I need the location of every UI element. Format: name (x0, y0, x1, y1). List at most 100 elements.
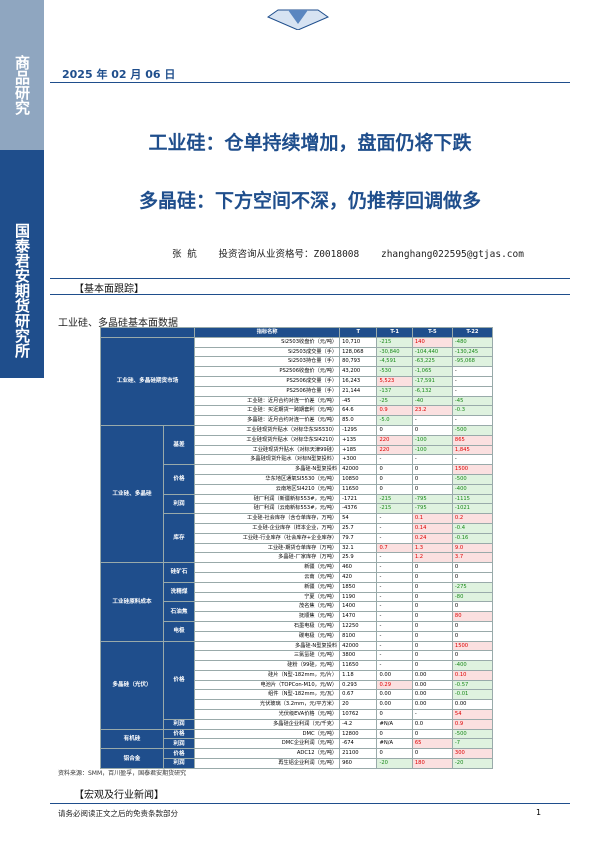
value-cell: 0 (451, 601, 494, 613)
table-row: 洗精煤 新疆（元/吨） 1850-0 -275 (101, 581, 494, 603)
value-cell: - (376, 581, 413, 593)
value-cell: 21,144 (339, 385, 378, 397)
divider (50, 278, 570, 279)
value-cell: 0 (411, 571, 453, 583)
value-cell: 0.293 (339, 679, 378, 691)
value-cell: - (376, 454, 413, 466)
value-cell: 0 (451, 562, 494, 573)
value-cell: -215 (376, 336, 413, 348)
indicator-name: 工业硅现货升贴水（对标天津99硅） (194, 444, 341, 456)
value-cell: - (376, 630, 413, 642)
indicator-name: 三氯氢硅（元/吨） (194, 650, 341, 662)
subgroup-label: 硅矿石 (162, 562, 196, 583)
value-cell: 960 (339, 758, 378, 769)
value-cell: 0 (411, 581, 453, 593)
value-cell: - (376, 640, 413, 652)
indicator-name: ADC12（元/吨） (194, 748, 341, 760)
value-cell: -500 (451, 424, 494, 436)
value-cell: 0.9 (376, 405, 413, 417)
value-cell: 1190 (339, 591, 378, 603)
value-cell: - (376, 591, 413, 603)
value-cell: 1470 (339, 611, 378, 622)
value-cell: 16,243 (339, 375, 378, 387)
indicator-name: 组件（N型-182mm，元/瓦） (194, 689, 341, 701)
header-cell: T (339, 327, 378, 338)
indicator-name: Si2503持仓量（手） (194, 356, 341, 368)
value-cell: -40 (411, 395, 453, 407)
indicator-name: 工业硅现货升贴水（对标华东SI4210） (194, 434, 341, 446)
value-cell: -4,591 (376, 356, 413, 368)
value-cell: 0 (411, 611, 453, 622)
value-cell: - (376, 552, 413, 564)
value-cell: -100 (411, 444, 453, 456)
value-cell: - (376, 650, 413, 662)
value-cell: 1,845 (451, 444, 494, 456)
divider (50, 82, 570, 83)
value-cell: - (376, 513, 413, 524)
value-cell: 5,523 (376, 375, 413, 387)
subgroup-label: 库存 (162, 513, 196, 564)
value-cell: 10850 (339, 473, 378, 485)
value-cell: 0.00 (376, 669, 413, 681)
table-row: 多晶硅：近月合约对连一价差（元/吨） 85.0 -5.0- - (101, 415, 494, 426)
value-cell: 0.2 (451, 513, 494, 524)
indicator-name: 宁夏（元/吨） (194, 591, 341, 603)
subgroup-label: 石油焦 (162, 601, 196, 622)
table-row: 工业硅原料成本 硅矿石 新疆（元/吨） 460-0 0 (100, 562, 494, 642)
subtitle: 多晶硅：下方空间不深，仍推荐回调做多 (138, 190, 481, 212)
subgroup-label: 价格 (162, 748, 196, 760)
table-caption: 工业硅、多晶硅基本面数据 (58, 318, 178, 329)
value-cell: 0.9 (451, 718, 494, 730)
value-cell: 300 (451, 748, 494, 760)
value-cell: -63,225 (411, 356, 453, 368)
table-row: 工业硅、多晶硅期货市场 Si2503收盘价（元/吨） 10,710 -215 140 -4… (99, 336, 494, 426)
value-cell: 25.7 (339, 522, 378, 534)
author-name: 张 航 (172, 249, 197, 260)
value-cell: 0.14 (411, 522, 453, 534)
value-cell: 32.1 (339, 542, 378, 554)
header-cell (99, 327, 196, 338)
value-cell: +135 (339, 434, 378, 446)
author-email: zhanghang022595@gtjas.com (380, 249, 524, 260)
subgroup-label: 洗精煤 (162, 581, 196, 603)
value-cell: 0 (376, 424, 413, 436)
value-cell: 12800 (339, 728, 378, 740)
value-cell: -215 (376, 493, 413, 505)
table-row: 工业硅-企业库存（样本企业，万吨） 25.7-0.14 -0.4 (101, 522, 494, 534)
value-cell: 0 (411, 562, 453, 573)
value-cell: -0.57 (451, 679, 494, 691)
value-cell: 3800 (339, 650, 378, 662)
value-cell: 80 (451, 611, 494, 622)
indicator-name: 多晶硅企业利润（元/千克） (194, 718, 341, 730)
value-cell: 0.00 (376, 699, 413, 711)
value-cell: - (376, 601, 413, 613)
table-row: 工业硅、多晶硅 基差 工业硅现货升贴水（对标华东SI5530） -1295 0 0 -500 (100, 424, 494, 564)
header-cell: T-1 (376, 327, 413, 338)
indicator-name: 华东地区通氧SI5530（元/吨） (194, 473, 341, 485)
value-cell: 0 (411, 483, 453, 495)
section-heading: 【基本面跟踪】 (74, 284, 144, 295)
value-cell: 0.7 (376, 542, 413, 554)
value-cell: - (376, 522, 413, 534)
value-cell: -0.4 (451, 522, 494, 534)
sidebar-bottom (0, 150, 44, 378)
value-cell: 460 (339, 562, 378, 573)
value-cell: 0.1 (411, 513, 453, 524)
value-cell: 0 (411, 660, 453, 671)
value-cell: -480 (451, 336, 494, 348)
value-cell: - (451, 454, 494, 466)
value-cell: 12250 (339, 620, 378, 632)
value-cell: 0.00 (451, 699, 494, 711)
value-cell: -6,132 (411, 385, 453, 397)
title: 工业硅：仓单持续增加，盘面仍将下跌 (148, 132, 472, 154)
subgroup-label: 利润 (162, 718, 196, 730)
source: 资料来源：SMM，百川盈孚，国泰君安期货研究 (58, 770, 187, 777)
sidebar-label: 商品研究 (13, 55, 31, 115)
value-cell: -80 (451, 591, 494, 603)
indicator-name: PS2506成交量（手） (194, 375, 341, 387)
table-row: 利润 硅厂利润（新疆新标553#，元/吨） -1721 -215 -795 -1115 (101, 493, 494, 515)
value-cell: -20 (451, 758, 494, 769)
value-cell: - (451, 375, 494, 387)
value-cell: 0 (376, 464, 413, 475)
